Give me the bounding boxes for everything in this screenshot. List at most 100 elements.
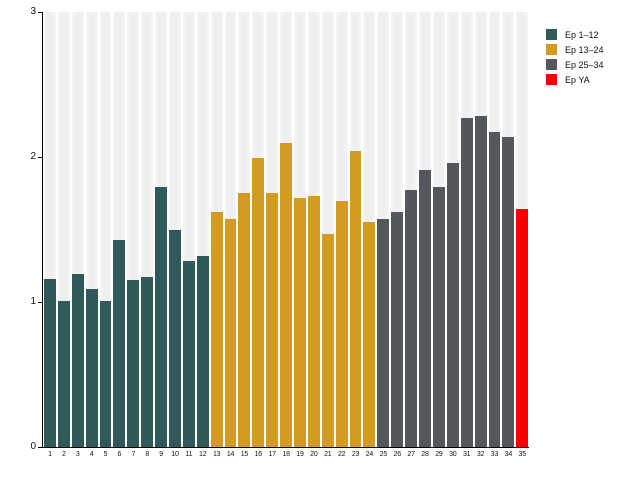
bar-35 bbox=[516, 209, 529, 447]
x-tick-label-1: 1 bbox=[48, 451, 52, 458]
x-axis-line bbox=[42, 447, 529, 448]
bar-10 bbox=[169, 229, 181, 447]
plot-area bbox=[44, 12, 529, 447]
legend: Ep 1–12 Ep 13–24 Ep 25–34 Ep YA bbox=[546, 27, 604, 87]
legend-item-1: Ep 13–24 bbox=[546, 42, 604, 57]
bar-slot-4 bbox=[85, 12, 98, 447]
x-tick-label-13: 13 bbox=[212, 451, 221, 458]
bar-slot-8 bbox=[141, 12, 154, 447]
x-tick-label-8: 8 bbox=[145, 451, 150, 458]
x-tick-label-27: 27 bbox=[407, 451, 415, 458]
bar-slot-27 bbox=[405, 12, 418, 447]
bar-slot-19 bbox=[294, 12, 306, 447]
bar-33 bbox=[488, 132, 501, 447]
bar-29 bbox=[432, 187, 445, 447]
legend-item-3: Ep YA bbox=[546, 72, 604, 87]
legend-swatch-3 bbox=[546, 74, 557, 85]
bar-slot-33 bbox=[488, 12, 501, 447]
bar-slot-18 bbox=[280, 12, 293, 447]
bar-slot-13 bbox=[210, 12, 223, 447]
x-tick-label-25: 25 bbox=[379, 451, 388, 458]
y-tick-1 bbox=[38, 302, 42, 303]
legend-swatch-0 bbox=[546, 29, 557, 40]
bar-34 bbox=[502, 136, 515, 447]
x-tick-label-16: 16 bbox=[254, 451, 263, 458]
bar-slot-21 bbox=[321, 12, 334, 447]
bar-slot-29 bbox=[432, 12, 445, 447]
legend-label-1: Ep 13–24 bbox=[565, 44, 604, 55]
y-tick-2 bbox=[38, 157, 42, 158]
x-tick-label-10: 10 bbox=[171, 451, 179, 458]
x-tick-label-4: 4 bbox=[89, 451, 94, 458]
bar-27 bbox=[405, 190, 418, 447]
bar-slot-12 bbox=[196, 12, 209, 447]
bar-slot-30 bbox=[446, 12, 459, 447]
x-tick-label-23: 23 bbox=[351, 451, 360, 458]
x-tick-label-11: 11 bbox=[185, 451, 193, 458]
bar-slot-34 bbox=[502, 12, 515, 447]
bar-20 bbox=[307, 196, 320, 447]
bar-slot-6 bbox=[113, 12, 126, 447]
x-tick-label-35: 35 bbox=[518, 451, 527, 458]
bar-30 bbox=[446, 162, 459, 447]
y-tick-label-0: 0 bbox=[30, 441, 36, 452]
x-tick-label-7: 7 bbox=[131, 451, 136, 458]
bar-slot-26 bbox=[391, 12, 404, 447]
bar-18 bbox=[280, 142, 293, 447]
x-tick-label-24: 24 bbox=[365, 451, 374, 458]
legend-label-0: Ep 1–12 bbox=[565, 29, 599, 40]
x-tick-label-9: 9 bbox=[159, 451, 163, 458]
x-tick-label-20: 20 bbox=[310, 451, 318, 458]
bar-6 bbox=[113, 239, 126, 447]
bar-slot-15 bbox=[238, 12, 251, 447]
bar-slot-3 bbox=[71, 12, 84, 447]
bar-26 bbox=[391, 212, 404, 447]
bar-16 bbox=[252, 158, 265, 447]
y-tick-3 bbox=[38, 12, 42, 13]
legend-item-0: Ep 1–12 bbox=[546, 27, 604, 42]
x-tick-label-26: 26 bbox=[393, 451, 402, 458]
legend-item-2: Ep 25–34 bbox=[546, 57, 604, 72]
bar-24 bbox=[363, 222, 376, 447]
x-tick-label-3: 3 bbox=[75, 451, 80, 458]
bar-slot-10 bbox=[169, 12, 181, 447]
y-tick-0 bbox=[38, 447, 42, 448]
bar-slot-24 bbox=[363, 12, 376, 447]
bar-13 bbox=[210, 212, 223, 447]
bar-14 bbox=[224, 219, 237, 447]
bar-1 bbox=[44, 278, 56, 447]
bar-slot-25 bbox=[377, 12, 390, 447]
bar-slot-7 bbox=[127, 12, 140, 447]
x-tick-label-22: 22 bbox=[337, 451, 346, 458]
bar-9 bbox=[155, 187, 168, 447]
bar-4 bbox=[85, 288, 98, 447]
bar-slot-35 bbox=[516, 12, 529, 447]
bar-23 bbox=[349, 151, 362, 447]
legend-swatch-2 bbox=[546, 59, 557, 70]
bar-12 bbox=[196, 255, 209, 447]
bar-3 bbox=[71, 274, 84, 447]
x-tick-label-30: 30 bbox=[449, 451, 457, 458]
y-axis-line bbox=[42, 12, 43, 448]
bar-17 bbox=[266, 193, 279, 447]
x-tick-label-19: 19 bbox=[296, 451, 304, 458]
bar-slot-11 bbox=[182, 12, 195, 447]
bar-slot-14 bbox=[224, 12, 237, 447]
x-tick-label-15: 15 bbox=[240, 451, 249, 458]
x-tick-label-12: 12 bbox=[199, 451, 207, 458]
bar-slot-2 bbox=[57, 12, 70, 447]
bar-22 bbox=[335, 200, 348, 447]
bar-15 bbox=[238, 193, 251, 447]
bar-19 bbox=[294, 197, 306, 447]
bar-slot-9 bbox=[155, 12, 168, 447]
x-tick-label-28: 28 bbox=[421, 451, 429, 458]
x-tick-label-33: 33 bbox=[490, 451, 499, 458]
bar-slot-20 bbox=[307, 12, 320, 447]
bar-slot-22 bbox=[335, 12, 348, 447]
bar-31 bbox=[460, 117, 473, 447]
legend-label-2: Ep 25–34 bbox=[565, 59, 604, 70]
bar-slot-16 bbox=[252, 12, 265, 447]
x-tick-label-18: 18 bbox=[282, 451, 290, 458]
bar-2 bbox=[57, 300, 70, 447]
